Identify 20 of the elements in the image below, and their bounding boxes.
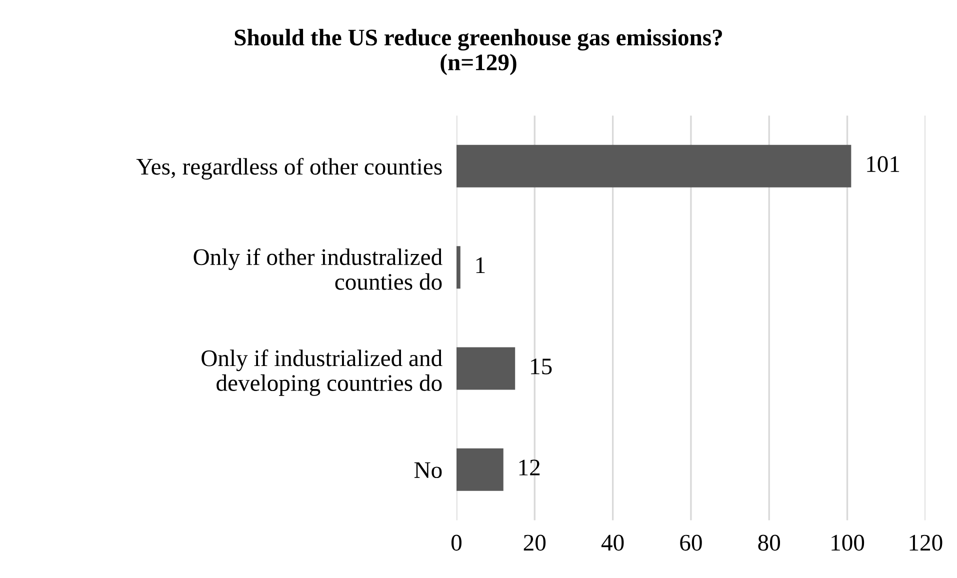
x-tick-label: 80 (758, 534, 780, 551)
x-tick-label: 20 (524, 534, 546, 551)
y-tick-label: Yes, regardless of other counties (136, 158, 442, 180)
bar (456, 347, 516, 390)
x-tick-label: 0 (451, 534, 462, 551)
x-tick-label: 120 (910, 534, 942, 551)
y-tick-label: Only if other industralized counties do (194, 248, 442, 290)
bar (456, 246, 460, 289)
x-tick-label: 60 (680, 534, 702, 551)
bar (456, 144, 852, 188)
data-label: 1 (476, 257, 485, 274)
y-tick-label: Only if industrialized and developing countries do (202, 349, 442, 396)
data-label: 12 (519, 460, 540, 476)
data-label: 15 (531, 358, 552, 374)
x-tick-label: 100 (832, 534, 864, 551)
bar (456, 448, 504, 491)
chart-title: Should the US reduce greenhouse gas emissions? (n=129) (234, 28, 722, 76)
y-tick-label: No (414, 462, 442, 478)
data-label: 101 (867, 156, 900, 172)
x-tick-label: 40 (601, 534, 624, 551)
